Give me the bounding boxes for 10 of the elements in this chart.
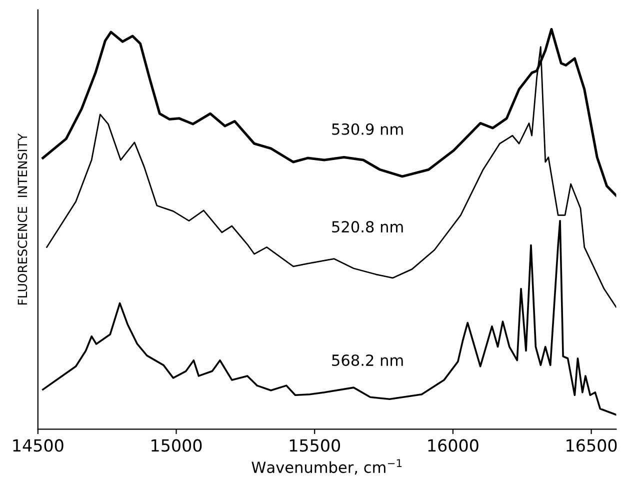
x-tick-label: 15500 [290,439,340,452]
x-tick-label: 15000 [152,439,202,452]
series-label: 568.2 nm [332,354,403,366]
x-tick-label: 16000 [428,439,478,452]
x-tick-label: 14500 [13,439,64,452]
series-label: 520.8 nm [332,221,403,233]
x-axis-title: Wavenumber, cm$^{−1}$ [252,459,402,475]
series-label: 530.9 nm [332,123,403,135]
x-tick-label: 16500 [566,439,617,452]
y-axis-title: FLUORESCENCE INTENSITY [18,133,28,305]
